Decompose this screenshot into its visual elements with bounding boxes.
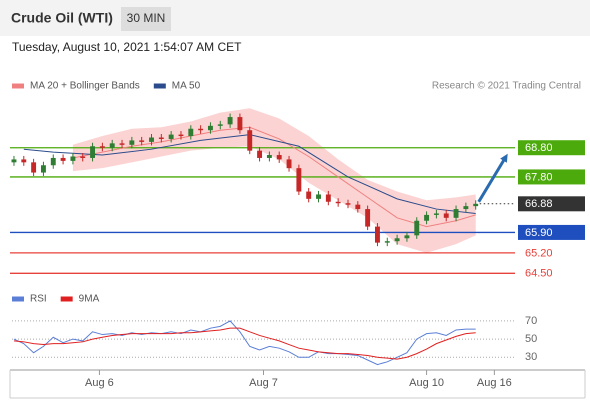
candle-body: [443, 213, 449, 218]
candle-body: [335, 201, 341, 204]
candle-body: [80, 156, 86, 158]
candle-body: [99, 146, 105, 148]
candle-body: [345, 203, 351, 205]
candle-body: [316, 194, 321, 199]
candle-body: [217, 124, 223, 126]
level-box: [518, 140, 585, 156]
candle-body: [414, 220, 420, 236]
candle-body: [178, 134, 184, 137]
candle-body: [453, 209, 459, 218]
candle-body: [149, 137, 154, 142]
candle-body: [355, 204, 361, 210]
candle-body: [424, 214, 430, 221]
candle-body: [306, 191, 312, 199]
candle-body: [325, 194, 331, 202]
candle-body: [384, 241, 390, 243]
candle-body: [139, 140, 145, 142]
level-box: [518, 224, 585, 240]
candle-body: [129, 140, 135, 145]
x-tick-label: Aug 16: [477, 377, 512, 389]
legend-label: MA 20 + Bollinger Bands: [30, 81, 140, 92]
level-label: 66.88: [525, 198, 553, 210]
level-label: 68.80: [525, 142, 553, 154]
candle-body: [365, 209, 371, 227]
candle-body: [276, 155, 282, 160]
candle-body: [11, 159, 17, 163]
timestamp: Tuesday, August 10, 2021 1:54:07 AM CET: [12, 40, 242, 54]
x-tick-label: Aug 6: [85, 377, 114, 389]
projection-arrowhead: [500, 153, 508, 163]
level-label: 64.50: [525, 268, 553, 280]
candle-body: [207, 125, 213, 131]
legend-label: MA 50: [172, 81, 201, 92]
level-label: 67.80: [525, 171, 553, 183]
level-box: [518, 196, 585, 212]
candle-body: [21, 159, 27, 163]
level-label: 65.90: [525, 227, 553, 239]
y-tick-label: 30: [525, 351, 537, 363]
level-label: 65.20: [525, 247, 553, 259]
header-bar: [0, 0, 590, 36]
candle-body: [404, 235, 410, 239]
legend-label: 9MA: [79, 294, 100, 305]
candle-body: [198, 128, 204, 131]
legend-swatch: [153, 83, 166, 89]
y-tick-label: 50: [525, 333, 537, 345]
indicator-line: [13, 320, 476, 366]
x-tick-label: Aug 10: [409, 377, 444, 389]
timeframe: 30 MIN: [127, 11, 166, 25]
candle-body: [296, 168, 302, 192]
bollinger-band: [72, 108, 476, 253]
legend-swatch: [12, 296, 24, 302]
candle-body: [109, 143, 115, 148]
candle-body: [227, 117, 233, 125]
candle-body: [168, 134, 174, 139]
candle-body: [375, 226, 380, 243]
candle-body: [90, 146, 96, 158]
candle-body: [188, 128, 194, 137]
projection-arrow: [477, 157, 507, 203]
candle-body: [257, 150, 263, 158]
candle-body: [247, 130, 253, 151]
candle-body: [158, 137, 164, 139]
candle-body: [433, 213, 439, 215]
candle-body: [237, 117, 243, 131]
candle-body: [50, 157, 56, 166]
x-tick-label: Aug 7: [249, 377, 278, 389]
legend-swatch: [12, 83, 24, 89]
credit: Research © 2021 Trading Central: [432, 81, 581, 92]
candle-body: [40, 165, 46, 173]
legend-swatch: [60, 296, 73, 302]
title: Crude Oil (WTI): [11, 10, 113, 26]
candle-body: [70, 156, 76, 161]
candle-body: [119, 143, 125, 145]
indicator-line: [13, 327, 476, 360]
candle-body: [60, 157, 66, 161]
y-tick-label: 70: [525, 315, 537, 327]
candle-body: [286, 159, 292, 169]
candle-body: [394, 238, 400, 242]
candle-body: [266, 155, 272, 158]
legend-label: RSI: [30, 294, 47, 305]
candle-body: [463, 206, 469, 210]
timeframe-box: [121, 7, 171, 31]
level-box: [518, 169, 585, 185]
candle-body: [473, 203, 479, 207]
candle-body: [31, 162, 37, 173]
